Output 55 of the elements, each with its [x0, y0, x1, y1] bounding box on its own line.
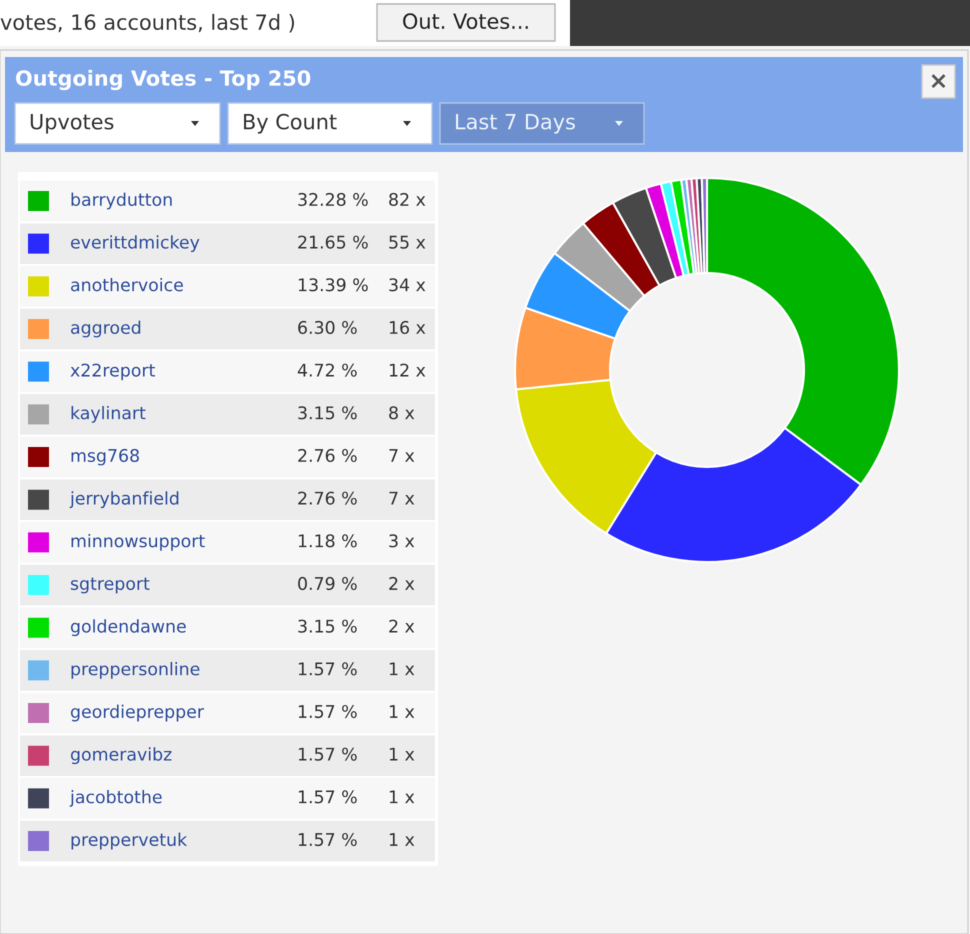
- text: 0.79 %: [298, 576, 357, 590]
- legend-label: preppersonline: [72, 662, 200, 679]
- text: 32.28 %: [298, 192, 368, 206]
- legend-label: goldendawne: [70, 619, 186, 636]
- data-label: 1 x: [390, 833, 414, 846]
- data-label: 12 x: [390, 364, 426, 376]
- text: 1.57 %: [298, 832, 357, 846]
- data-label: 1 x: [390, 662, 414, 676]
- text: 1.57 %: [298, 704, 357, 718]
- data-label: 7 x: [389, 449, 414, 462]
- legend-label: jacobtothe: [70, 790, 162, 807]
- legend-label: msg768: [72, 448, 139, 466]
- data-label: 34 x: [389, 278, 426, 292]
- legend-label: minnowsupport: [72, 534, 205, 551]
- text: 2.76 %: [298, 448, 357, 462]
- text: ×: [932, 74, 946, 88]
- chart-title: Outgoing Votes - Top 250: [16, 70, 310, 90]
- text: 1.57 %: [298, 748, 357, 761]
- data-label: 2 x: [389, 620, 414, 632]
- data-label: 2 x: [389, 576, 414, 590]
- legend-label: anothervoice: [71, 278, 183, 292]
- legend-label: kaylinart: [72, 406, 146, 423]
- text: By Count: [244, 114, 337, 134]
- data-label: 82 x: [389, 192, 426, 206]
- data-label: 1 x: [390, 748, 414, 760]
- text: 21.65 %: [298, 236, 368, 249]
- data-label: 3 x: [389, 534, 414, 548]
- text: Upvotes: [30, 114, 114, 134]
- text: 2.76 %: [298, 492, 357, 505]
- text: votes, 16 accounts, last 7d ): [0, 14, 294, 32]
- legend-label: gomeravibz: [70, 747, 172, 764]
- data-label: 8 x: [389, 406, 414, 420]
- data-label: 16 x: [390, 320, 426, 334]
- data-label: 1 x: [390, 705, 414, 718]
- legend-label: preppervetuk: [72, 832, 188, 850]
- text: 1.18 %: [298, 534, 357, 548]
- text: 3.15 %: [298, 406, 357, 420]
- text: 1.57 %: [298, 790, 357, 804]
- legend-label: barrydutton: [72, 192, 172, 210]
- text: 3.15 %: [298, 620, 357, 633]
- text: 6.30 %: [298, 320, 357, 334]
- data-label: 55 x: [389, 236, 426, 249]
- data-label: 7 x: [389, 492, 414, 504]
- legend-label: everittdmickey: [70, 235, 200, 252]
- text: Last 7 Days: [456, 114, 575, 134]
- legend-label: x22report: [70, 364, 155, 380]
- text: 1.57 %: [298, 662, 357, 676]
- legend-label: sgtreport: [70, 578, 150, 594]
- text: Out. Votes...: [403, 13, 528, 30]
- text: 4.72 %: [298, 364, 357, 377]
- legend-label: jerrybanfield: [70, 491, 178, 508]
- legend-label: aggroed: [71, 320, 140, 338]
- data-label: 1 x: [390, 790, 414, 804]
- legend-label: geordieprepper: [70, 704, 204, 722]
- text: 13.39 %: [298, 278, 368, 292]
